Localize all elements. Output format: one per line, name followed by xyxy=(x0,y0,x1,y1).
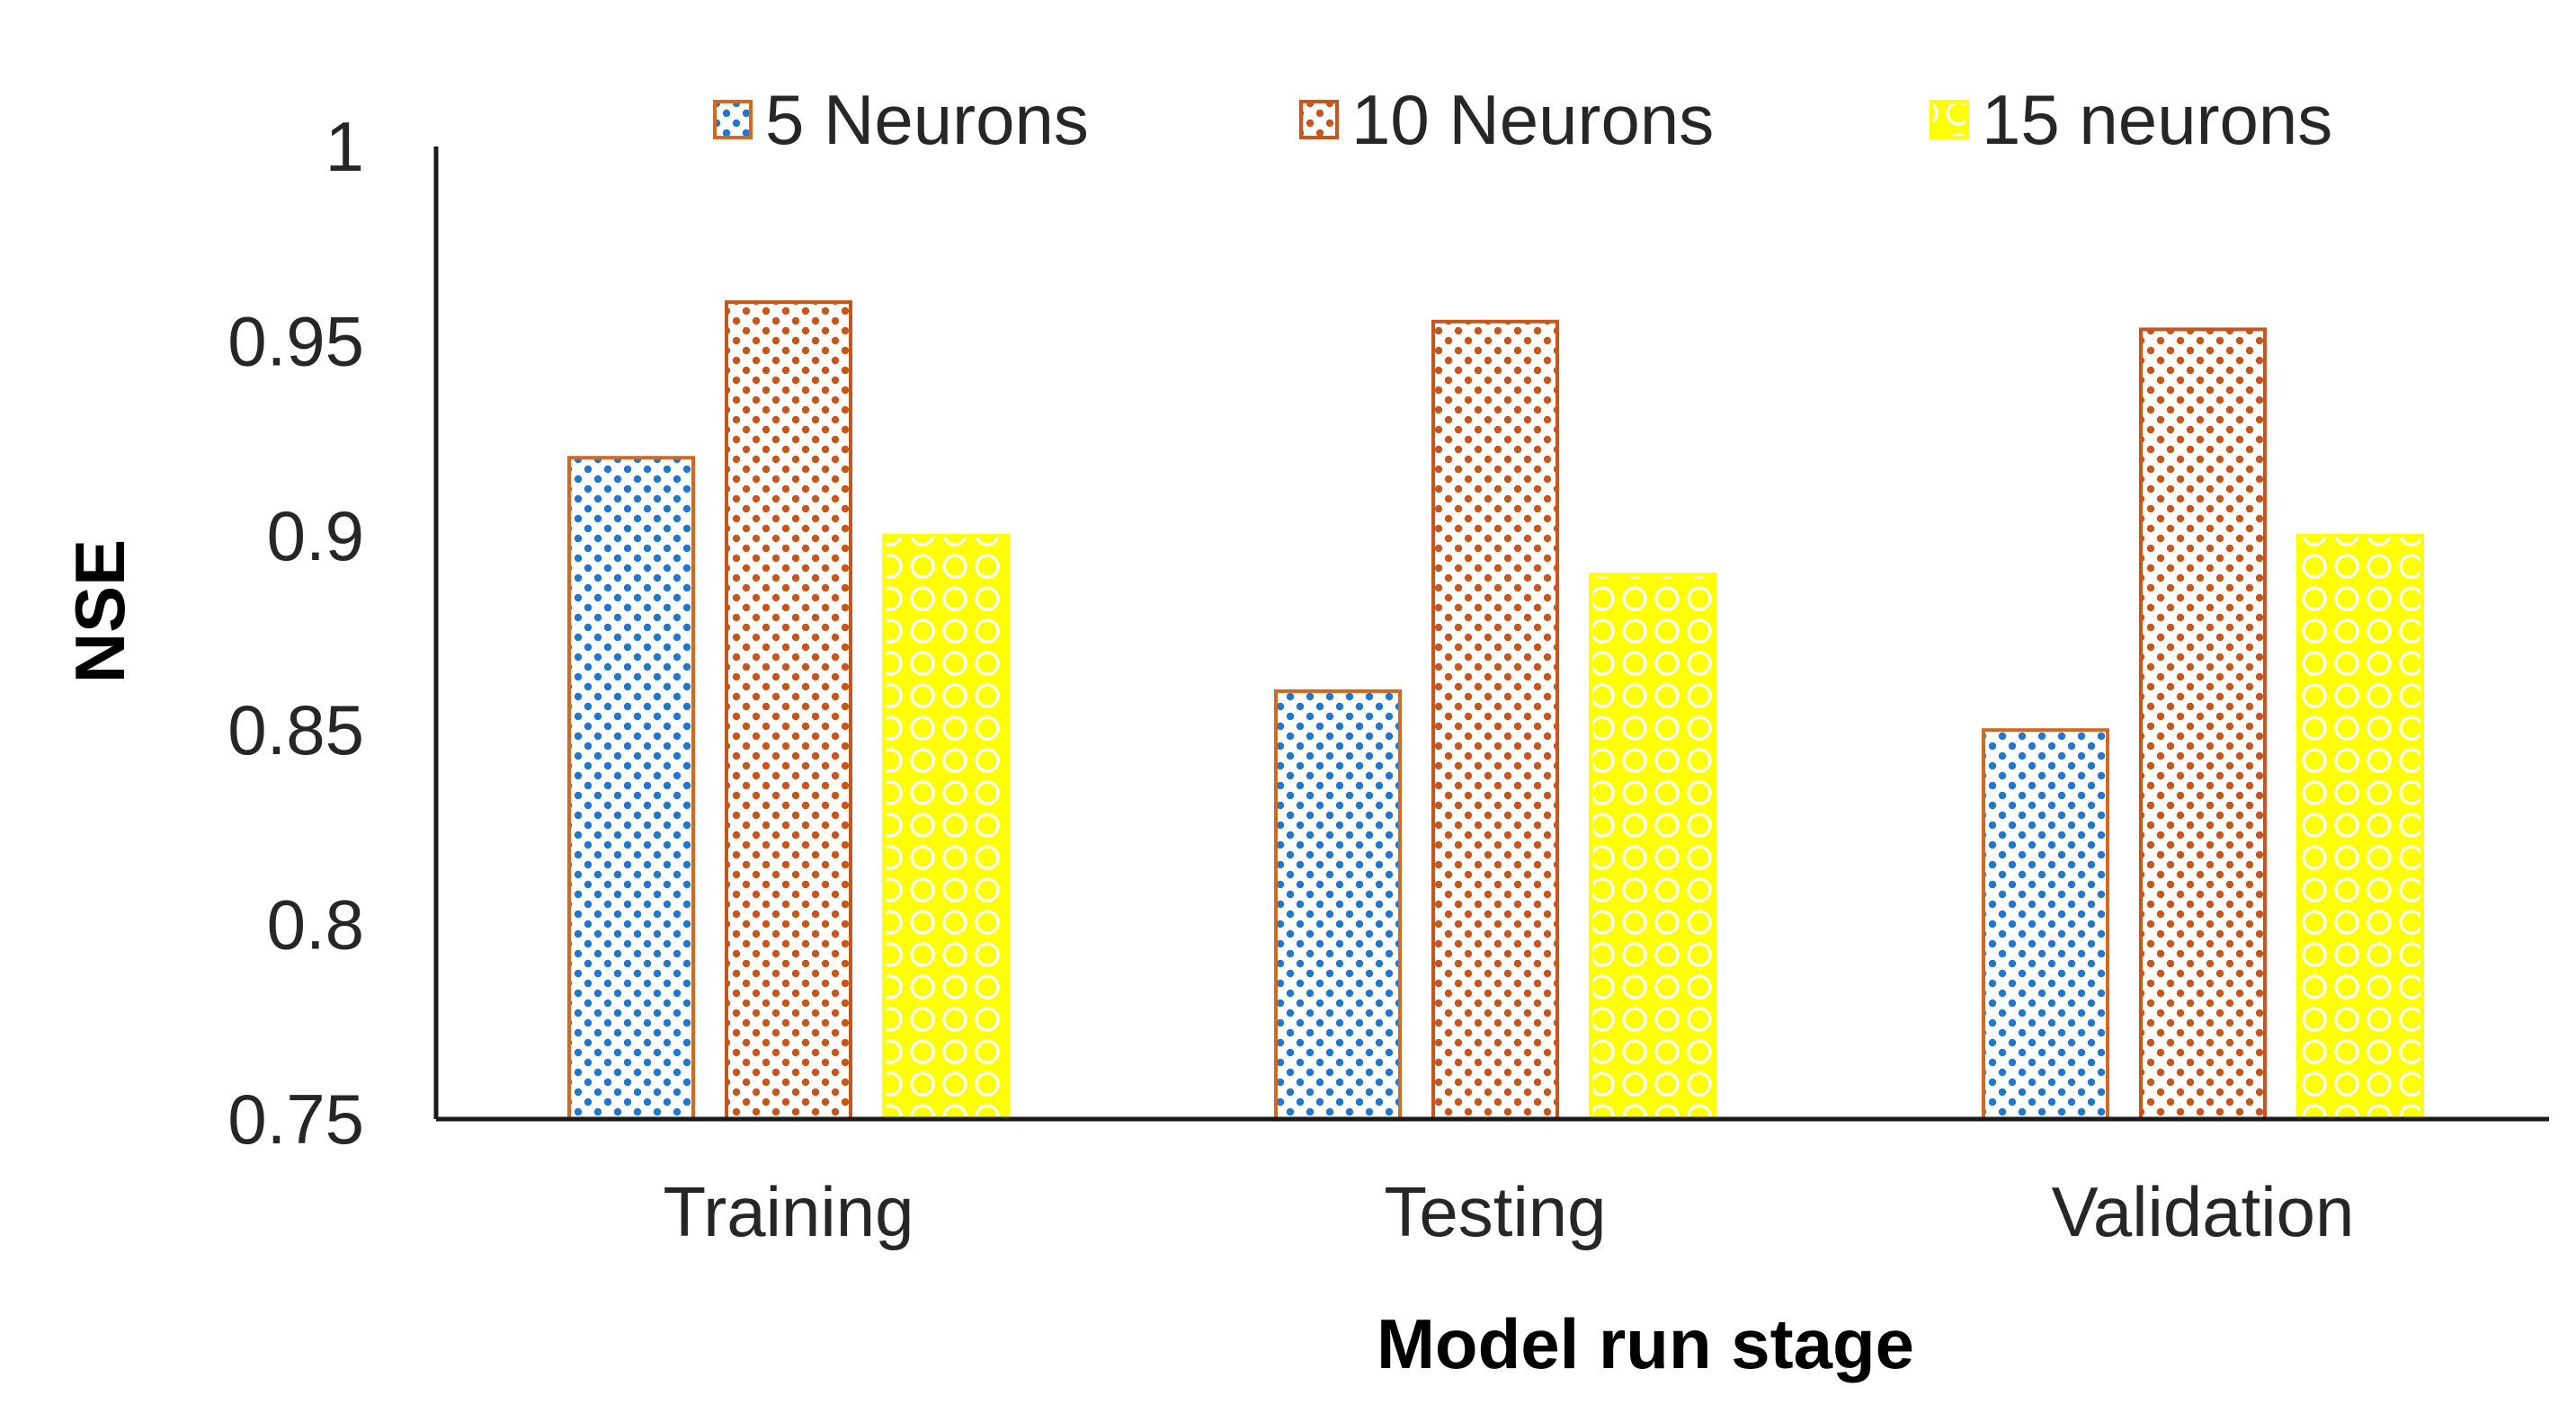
bar-5-neurons-validation xyxy=(1982,728,2109,1121)
x-axis-title: Model run stage xyxy=(1377,1304,1914,1383)
y-tick-label: 0.75 xyxy=(227,1080,364,1159)
y-tick-label: 0.85 xyxy=(227,690,364,769)
x-tick-label-training: Training xyxy=(664,1172,914,1251)
y-tick-label: 1 xyxy=(325,107,364,186)
legend-swatch-15-neurons xyxy=(1930,100,1969,139)
bar-5-neurons-testing xyxy=(1274,689,1402,1121)
legend-label-10-neurons: 10 Neurons xyxy=(1351,80,1714,159)
y-tick-label: 0.95 xyxy=(227,301,364,380)
bars xyxy=(567,300,2424,1121)
legend-label-15-neurons: 15 neurons xyxy=(1982,80,2332,159)
y-tick-label: 0.9 xyxy=(267,496,364,575)
bar-10-neurons-validation xyxy=(2139,327,2267,1121)
legend-label-5-neurons: 5 Neurons xyxy=(765,80,1089,159)
legend-swatch-10-neurons xyxy=(1299,100,1339,139)
y-axis-ticks: 0.75 0.8 0.85 0.9 0.95 1 xyxy=(227,107,364,1159)
y-axis-title: NSE xyxy=(60,539,139,683)
y-tick-label: 0.8 xyxy=(267,885,364,964)
bar-5-neurons-training xyxy=(567,456,695,1121)
bar-10-neurons-training xyxy=(725,300,852,1121)
x-tick-label-testing: Testing xyxy=(1384,1172,1606,1251)
axes xyxy=(433,147,2549,1122)
bar-10-neurons-testing xyxy=(1431,319,1559,1121)
legend: 5 Neurons 10 Neurons 15 neurons xyxy=(713,80,2332,159)
x-axis-category-labels: Training Testing Validation xyxy=(664,1172,2355,1251)
bar-15-neurons-training xyxy=(882,533,1010,1121)
bar-15-neurons-validation xyxy=(2296,533,2424,1121)
legend-swatch-5-neurons xyxy=(713,100,753,139)
bar-15-neurons-testing xyxy=(1589,573,1716,1121)
x-tick-label-validation: Validation xyxy=(2052,1172,2355,1251)
